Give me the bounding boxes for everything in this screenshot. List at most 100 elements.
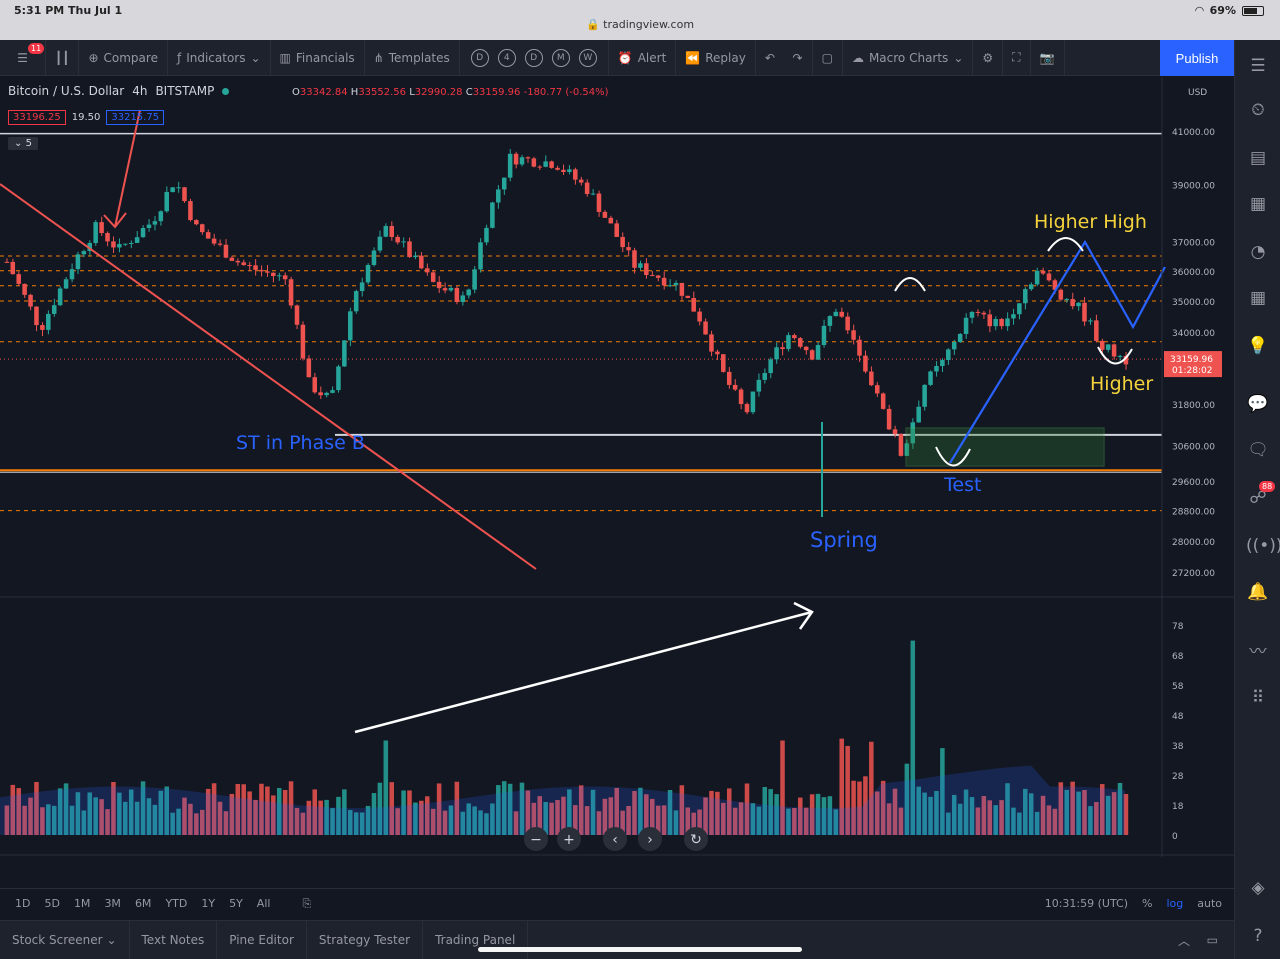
percent-toggle[interactable]: % xyxy=(1142,897,1153,910)
chat-icon[interactable]: 💬 xyxy=(1247,394,1269,414)
candle-body xyxy=(348,311,353,341)
settings-button[interactable]: ⚙ xyxy=(973,39,1004,76)
interval-4-button[interactable]: 4 xyxy=(497,48,516,67)
notifications-icon[interactable]: ☍ xyxy=(1249,488,1267,508)
main-menu-button[interactable]: ☰ 11 xyxy=(0,39,46,76)
interval-d2-button[interactable]: D xyxy=(524,48,543,67)
candle-body xyxy=(531,158,537,167)
chart-type-button[interactable]: ┃┃ xyxy=(46,39,80,76)
volume-bar xyxy=(63,783,69,835)
utc-clock[interactable]: 10:31:59 (UTC) xyxy=(1044,897,1128,910)
candle-body xyxy=(371,250,377,266)
interval-w-button[interactable]: W xyxy=(578,48,597,67)
volume-bar xyxy=(1034,811,1040,835)
alerts-clock-icon[interactable]: ⏲ xyxy=(1251,100,1265,120)
volume-bar xyxy=(644,794,649,835)
chevron-up-icon[interactable]: ︿ xyxy=(1177,933,1190,948)
range-5d[interactable]: 5D xyxy=(44,897,60,910)
redo-icon[interactable]: ↷ xyxy=(792,50,803,65)
tab-pine-editor[interactable]: Pine Editor xyxy=(217,920,307,959)
reset-icon[interactable]: ↻ xyxy=(690,832,702,848)
candle-body xyxy=(158,211,164,222)
zoom-out-icon[interactable]: − xyxy=(530,832,542,848)
data-window-icon[interactable]: ▦ xyxy=(1249,194,1267,214)
tab-strategy-tester[interactable]: Strategy Tester xyxy=(307,920,424,959)
volume-bar xyxy=(123,801,128,835)
tab-stock-screener[interactable]: Stock Screener ⌄ xyxy=(0,920,130,959)
range-3m[interactable]: 3M xyxy=(104,897,121,910)
candle-body xyxy=(655,275,661,278)
trend-icon[interactable]: 〰 xyxy=(1249,642,1267,662)
price-tick-label: 41000.00 xyxy=(1172,128,1215,138)
candle-body xyxy=(697,311,702,322)
streams-icon[interactable]: ((•)) xyxy=(1246,536,1280,556)
range-1d[interactable]: 1D xyxy=(15,897,31,910)
undo-icon[interactable]: ↶ xyxy=(764,50,775,65)
replay-button[interactable]: ⏪ Replay xyxy=(676,39,756,76)
rewind-icon: ⏪ xyxy=(685,50,701,65)
range-5y[interactable]: 5Y xyxy=(229,897,243,910)
candle-body xyxy=(786,335,791,350)
chart-canvas[interactable]: ST in Phase B Spring Test Higher High Higher… xyxy=(0,77,1234,857)
volume-bar xyxy=(1040,795,1046,835)
volume-bar xyxy=(756,806,762,835)
user-drawings: ST in Phase B Spring Test Higher High Higher xyxy=(0,109,1166,734)
dots-grid-icon[interactable]: ⠿ xyxy=(1251,688,1265,708)
range-1m[interactable]: 1M xyxy=(73,897,91,910)
indicators-collapse-button[interactable]: ⌄ 5 xyxy=(8,137,38,150)
range-ytd[interactable]: YTD xyxy=(165,897,188,910)
fullscreen-button[interactable]: ⛶ xyxy=(1003,39,1031,76)
volume-bar xyxy=(1064,789,1069,835)
candle-body xyxy=(673,282,679,286)
bell-icon[interactable]: 🔔 xyxy=(1247,582,1269,602)
interval-m-button[interactable]: M xyxy=(551,48,570,67)
layers-icon[interactable]: ◈ xyxy=(1251,878,1265,898)
volume-bar xyxy=(762,786,768,835)
volume-bar xyxy=(342,789,347,835)
log-toggle[interactable]: log xyxy=(1166,897,1184,910)
buy-price-button[interactable]: 33215.75 xyxy=(106,110,165,125)
candle-body xyxy=(1028,284,1034,290)
candle-body xyxy=(1034,270,1040,285)
address-bar[interactable]: 🔒 tradingview.com xyxy=(0,18,1280,31)
symbol-legend[interactable]: Bitcoin / U.S. Dollar 4h BITSTAMP xyxy=(8,84,230,98)
volume-bar xyxy=(1082,789,1087,835)
news-icon[interactable]: ▤ xyxy=(1249,148,1267,168)
templates-button[interactable]: ⋔ Templates xyxy=(365,39,460,76)
messages-icon[interactable]: 🗨 xyxy=(1247,440,1269,460)
range-all[interactable]: All xyxy=(256,897,271,910)
candle-body xyxy=(93,222,98,243)
help-icon[interactable]: ? xyxy=(1253,926,1263,946)
tab-trading-panel[interactable]: Trading Panel xyxy=(423,920,529,959)
range-6m[interactable]: 6M xyxy=(134,897,152,910)
publish-button[interactable]: Publish xyxy=(1160,40,1234,76)
candle-body xyxy=(40,325,45,330)
tab-text-notes[interactable]: Text Notes xyxy=(130,920,218,959)
zoom-in-icon[interactable]: + xyxy=(563,832,575,848)
candle-body xyxy=(803,346,809,351)
compare-button[interactable]: ⊕ Compare xyxy=(79,39,168,76)
candle-body xyxy=(940,360,945,367)
watchlist-icon[interactable]: ☰ xyxy=(1250,56,1266,76)
snapshot-button[interactable]: 📷 xyxy=(1031,39,1065,76)
layout-button[interactable]: ▢ xyxy=(813,39,843,76)
candle-body xyxy=(448,287,454,291)
ideas-bulb-icon[interactable]: 💡 xyxy=(1247,336,1269,356)
interval-d-button[interactable]: D xyxy=(470,48,489,67)
goto-date-icon[interactable]: ⎘ xyxy=(302,896,312,910)
price-tick-label: 36000.00 xyxy=(1172,268,1215,278)
scroll-right-icon[interactable]: › xyxy=(647,832,653,848)
chart-pane[interactable]: ST in Phase B Spring Test Higher High Higher… xyxy=(0,77,1234,857)
alert-button[interactable]: ⏰ Alert xyxy=(609,39,677,76)
auto-toggle[interactable]: auto xyxy=(1197,897,1222,910)
calendar-icon[interactable]: ▦ xyxy=(1249,288,1267,308)
indicators-button[interactable]: ƒ Indicators ⌄ xyxy=(168,39,271,76)
range-1y[interactable]: 1Y xyxy=(201,897,216,910)
maximize-icon[interactable]: ▭ xyxy=(1206,933,1218,947)
financials-button[interactable]: ▥ Financials xyxy=(271,39,365,76)
scroll-left-icon[interactable]: ‹ xyxy=(612,832,618,848)
sell-price-button[interactable]: 33196.25 xyxy=(8,110,66,125)
macro-charts-button[interactable]: ☁ Macro Charts ⌄ xyxy=(843,39,974,76)
volume-bar xyxy=(721,802,726,835)
hotlist-icon[interactable]: ◔ xyxy=(1250,242,1266,262)
